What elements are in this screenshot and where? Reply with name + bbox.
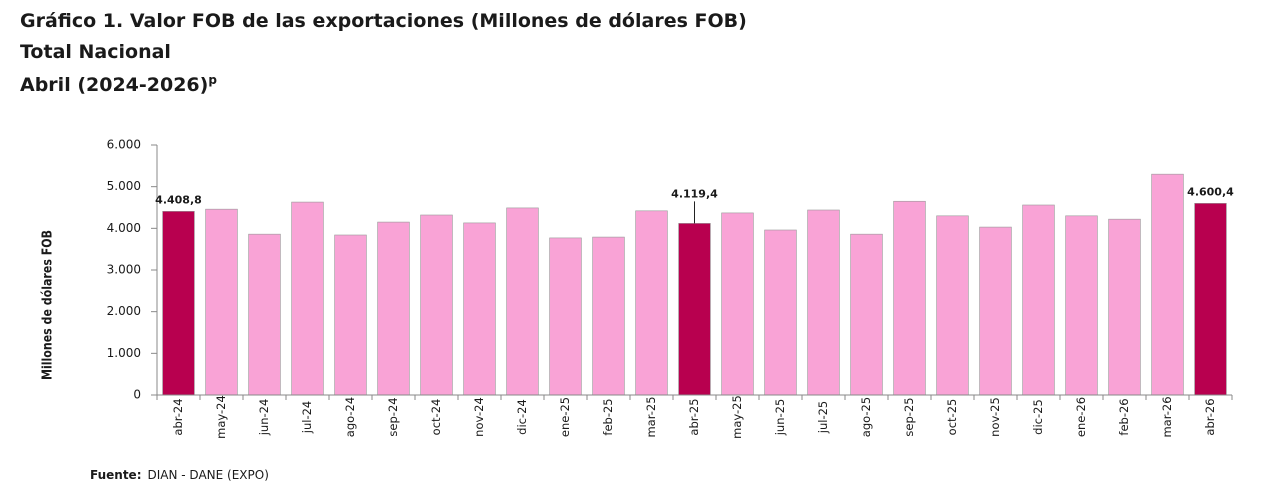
y-tick-label: 0: [133, 388, 141, 402]
x-tick-label: feb-26: [1117, 398, 1131, 435]
bar: [334, 234, 367, 396]
x-tick-label: mar-26: [1160, 396, 1174, 437]
x-tick-label: oct-24: [429, 399, 443, 436]
x-tick-label: ene-26: [1074, 397, 1088, 437]
bar: [635, 210, 668, 396]
source-label: Fuente:: [90, 468, 142, 482]
bar: [377, 221, 410, 396]
y-tick-label: 1.000: [107, 346, 141, 360]
bar: [291, 201, 324, 396]
bar: [463, 222, 496, 396]
bar: [506, 207, 539, 396]
x-tick-label: ene-25: [558, 397, 572, 437]
bar: [721, 212, 754, 396]
x-tick-label: jun-25: [773, 399, 787, 437]
value-label: 4.119,4: [671, 187, 718, 200]
x-tick-label: sep-24: [386, 397, 400, 436]
x-tick-label: jun-24: [257, 399, 271, 437]
chart-title: Gráfico 1. Valor FOB de las exportacione…: [20, 10, 747, 32]
bar: [592, 236, 625, 396]
x-tick-label: jul-25: [816, 401, 830, 434]
chart-period: Abril (2024-2026)p: [20, 73, 217, 96]
x-tick-label: abr-24: [171, 398, 185, 435]
bar: [850, 233, 883, 396]
y-tick-label: 6.000: [107, 138, 141, 152]
bar: [979, 226, 1012, 396]
bar: [549, 237, 582, 396]
x-tick-label: dic-25: [1031, 399, 1045, 435]
bar: [420, 214, 453, 396]
x-tick-label: oct-25: [945, 399, 959, 436]
x-tick-label: nov-24: [472, 397, 486, 437]
x-tick-label: ago-25: [859, 397, 873, 437]
bar: [162, 211, 195, 396]
period-text: Abril (2024-2026): [20, 74, 208, 96]
bar: [678, 223, 711, 396]
chart-subtitle: Total Nacional: [20, 41, 171, 63]
bar: [807, 209, 840, 396]
x-tick-label: may-25: [730, 395, 744, 439]
bar: [764, 229, 797, 396]
bar: [1151, 173, 1184, 396]
bar: [1022, 204, 1055, 396]
bar: [1065, 215, 1098, 396]
source: Fuente: DIAN - DANE (EXPO): [90, 468, 269, 482]
period-note: p: [208, 73, 217, 87]
value-label: 4.600,4: [1187, 185, 1234, 198]
x-tick-label: dic-24: [515, 399, 529, 435]
x-tick-label: sep-25: [902, 397, 916, 436]
y-axis-label: Millones de dólares FOB: [41, 230, 56, 380]
bar: [248, 233, 281, 396]
x-tick-label: mar-25: [644, 396, 658, 437]
x-tick-label: abr-26: [1203, 398, 1217, 435]
bar: [1108, 218, 1141, 396]
y-tick-label: 3.000: [107, 263, 141, 277]
x-tick-label: ago-24: [343, 397, 357, 437]
y-tick-label: 2.000: [107, 304, 141, 318]
y-tick-label: 5.000: [107, 179, 141, 193]
bar: [1194, 203, 1227, 396]
bar: [936, 215, 969, 396]
x-tick-label: nov-25: [988, 397, 1002, 437]
x-tick-label: jul-24: [300, 401, 314, 434]
x-tick-label: feb-25: [601, 398, 615, 435]
value-label: 4.408,8: [155, 193, 202, 206]
x-tick-label: abr-25: [687, 398, 701, 435]
source-text: DIAN - DANE (EXPO): [148, 468, 269, 482]
bar: [205, 208, 238, 396]
x-tick-label: may-24: [214, 395, 228, 439]
bar: [893, 200, 926, 396]
y-tick-label: 4.000: [107, 221, 141, 235]
